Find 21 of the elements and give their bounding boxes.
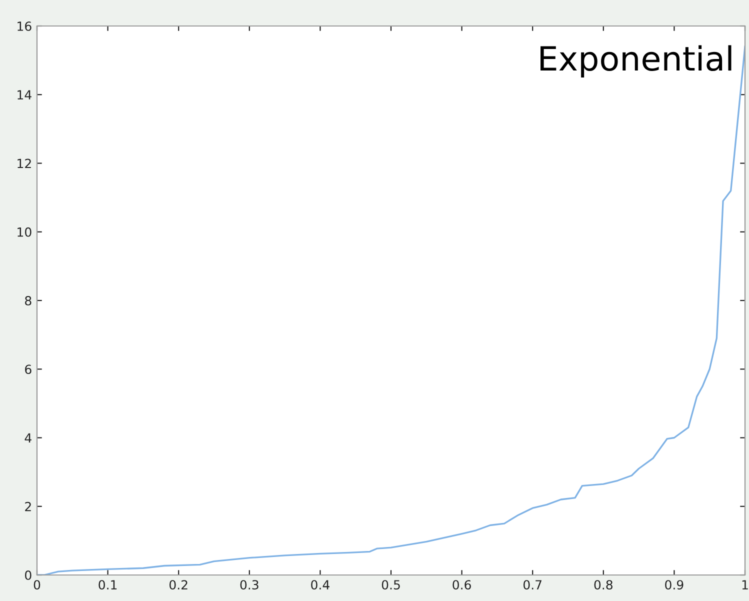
x-tick-label: 0.6 xyxy=(452,580,471,590)
y-tick-label: 14 xyxy=(18,90,32,100)
y-tick-label: 0 xyxy=(25,570,32,580)
y-tick-label: 2 xyxy=(25,502,31,512)
x-tick-label: 0.1 xyxy=(98,580,117,590)
x-tick-label: 0.7 xyxy=(523,580,542,590)
y-tick-label: 12 xyxy=(18,158,31,168)
y-tick-label: 8 xyxy=(25,296,32,306)
x-tick-label: 0 xyxy=(34,580,40,590)
text: Exponential xyxy=(540,45,732,78)
x-tick-label: 0.5 xyxy=(382,580,400,590)
x-tick-label: 0.8 xyxy=(594,580,612,590)
y-tick-label: 10 xyxy=(18,227,32,237)
x-tick-label: 0.9 xyxy=(665,580,684,590)
y-tick-label: 6 xyxy=(25,364,32,374)
y-tick-label: 16 xyxy=(18,21,32,31)
x-tick-label: 1 xyxy=(742,580,748,590)
y-tick-label: 4 xyxy=(24,433,32,442)
x-tick-label: 0.2 xyxy=(169,580,188,590)
x-tick-label: 0.3 xyxy=(240,580,258,590)
x-tick-label: 0.4 xyxy=(311,580,330,590)
